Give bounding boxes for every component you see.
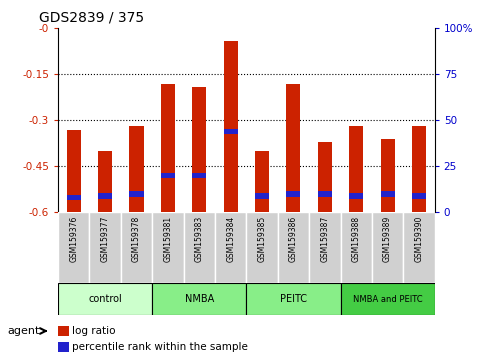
Bar	[58, 342, 69, 352]
Bar	[246, 212, 278, 283]
Bar	[341, 212, 372, 283]
Bar	[278, 212, 309, 283]
Text: percentile rank within the sample: percentile rank within the sample	[72, 342, 248, 352]
Bar	[152, 212, 184, 283]
Text: control: control	[88, 294, 122, 304]
Bar	[381, 139, 395, 212]
Bar	[349, 193, 363, 199]
Text: NMBA and PEITC: NMBA and PEITC	[353, 295, 423, 304]
Bar	[318, 142, 332, 212]
Text: GSM159381: GSM159381	[163, 216, 172, 262]
Text: GSM159384: GSM159384	[226, 216, 235, 262]
Bar	[192, 173, 206, 178]
Text: GSM159387: GSM159387	[320, 216, 329, 262]
Bar	[184, 212, 215, 283]
Bar	[215, 212, 246, 283]
Bar	[121, 212, 152, 283]
Bar	[67, 130, 81, 212]
Text: log ratio: log ratio	[72, 326, 116, 336]
Bar	[89, 212, 121, 283]
Text: GSM159383: GSM159383	[195, 216, 204, 262]
Bar	[318, 191, 332, 197]
Bar	[349, 126, 363, 212]
Bar	[224, 129, 238, 134]
Bar	[412, 126, 426, 212]
Text: GSM159377: GSM159377	[100, 216, 110, 262]
Bar	[286, 191, 300, 197]
Bar	[192, 87, 206, 212]
Text: GSM159376: GSM159376	[69, 216, 78, 262]
Bar	[152, 283, 246, 315]
Bar	[58, 283, 152, 315]
Text: agent: agent	[7, 326, 40, 336]
Text: GDS2839 / 375: GDS2839 / 375	[39, 10, 144, 24]
Bar	[98, 193, 112, 199]
Bar	[58, 326, 69, 336]
Bar	[403, 212, 435, 283]
Bar	[98, 151, 112, 212]
Bar	[286, 84, 300, 212]
Bar	[67, 195, 81, 200]
Bar	[255, 151, 269, 212]
Bar	[224, 41, 238, 212]
Bar	[372, 212, 403, 283]
Bar	[255, 193, 269, 199]
Text: GSM159385: GSM159385	[257, 216, 267, 262]
Text: PEITC: PEITC	[280, 294, 307, 304]
Bar	[412, 193, 426, 199]
Bar	[309, 212, 341, 283]
Text: GSM159388: GSM159388	[352, 216, 361, 262]
Bar	[381, 191, 395, 197]
Text: GSM159378: GSM159378	[132, 216, 141, 262]
Text: NMBA: NMBA	[185, 294, 214, 304]
Bar	[129, 126, 143, 212]
Bar	[161, 173, 175, 178]
Text: GSM159386: GSM159386	[289, 216, 298, 262]
Bar	[161, 84, 175, 212]
Text: GSM159389: GSM159389	[383, 216, 392, 262]
Bar	[341, 283, 435, 315]
Bar	[246, 283, 341, 315]
Bar	[129, 191, 143, 197]
Bar	[58, 212, 89, 283]
Text: GSM159390: GSM159390	[414, 216, 424, 262]
